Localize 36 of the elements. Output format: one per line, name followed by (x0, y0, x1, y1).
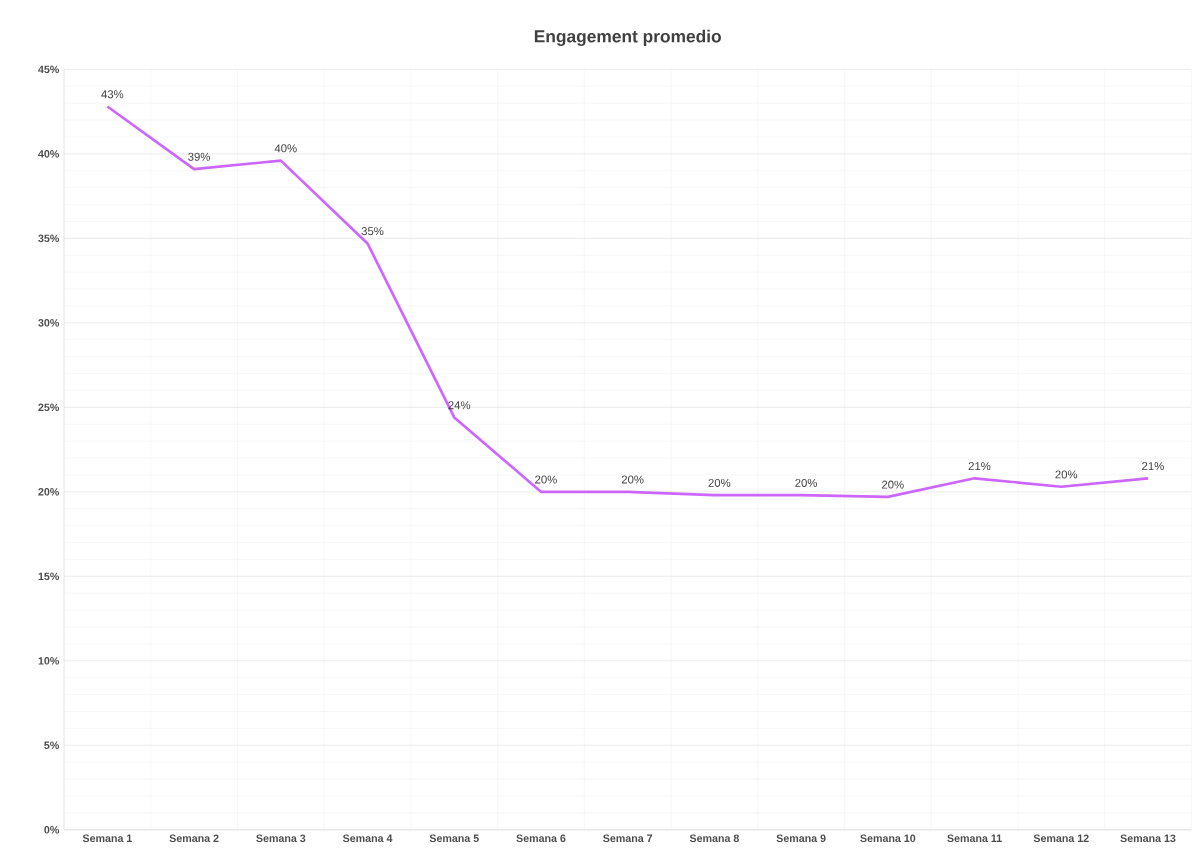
x-tick-label: Semana 6 (516, 834, 566, 842)
x-tick-label: Semana 8 (689, 834, 739, 842)
data-label: 21% (968, 461, 991, 470)
y-tick-label: 20% (38, 487, 60, 496)
y-tick-label: 0% (44, 825, 60, 834)
x-tick-label: Semana 1 (82, 834, 132, 842)
x-tick-label: Semana 3 (256, 834, 306, 843)
y-tick-label: 40% (38, 150, 60, 158)
x-tick-label: Semana 10 (860, 834, 916, 842)
x-tick-label: Semana 7 (603, 834, 653, 842)
y-tick-label: 35% (38, 234, 60, 243)
data-label: 20% (882, 480, 904, 489)
data-label: 20% (795, 478, 818, 487)
data-label: 40% (274, 144, 297, 153)
x-tick-label: Semana 9 (776, 834, 826, 842)
data-label: 21% (1142, 461, 1164, 470)
y-tick-label: 10% (38, 656, 60, 665)
data-label: 20% (708, 478, 731, 487)
data-label: 39% (188, 152, 211, 161)
x-tick-label: Semana 4 (342, 834, 393, 842)
x-tick-label: Semana 11 (947, 834, 1002, 842)
chart-title: Engagement promedio (534, 29, 721, 46)
x-tick-label: Semana 12 (1033, 834, 1089, 842)
data-label: 20% (621, 475, 644, 484)
data-label: 35% (361, 227, 384, 236)
x-tick-label: Semana 2 (169, 834, 219, 842)
data-label: 20% (1055, 470, 1078, 479)
y-tick-label: 30% (38, 318, 60, 327)
y-tick-label: 45% (38, 65, 60, 74)
x-tick-label: Semana 13 (1120, 834, 1176, 843)
y-tick-label: 25% (38, 403, 60, 412)
y-tick-label: 5% (44, 741, 60, 749)
data-label: 20% (535, 475, 557, 484)
x-tick-label: Semana 5 (429, 834, 479, 842)
data-label: 43% (101, 90, 124, 99)
y-tick-label: 15% (38, 572, 60, 581)
